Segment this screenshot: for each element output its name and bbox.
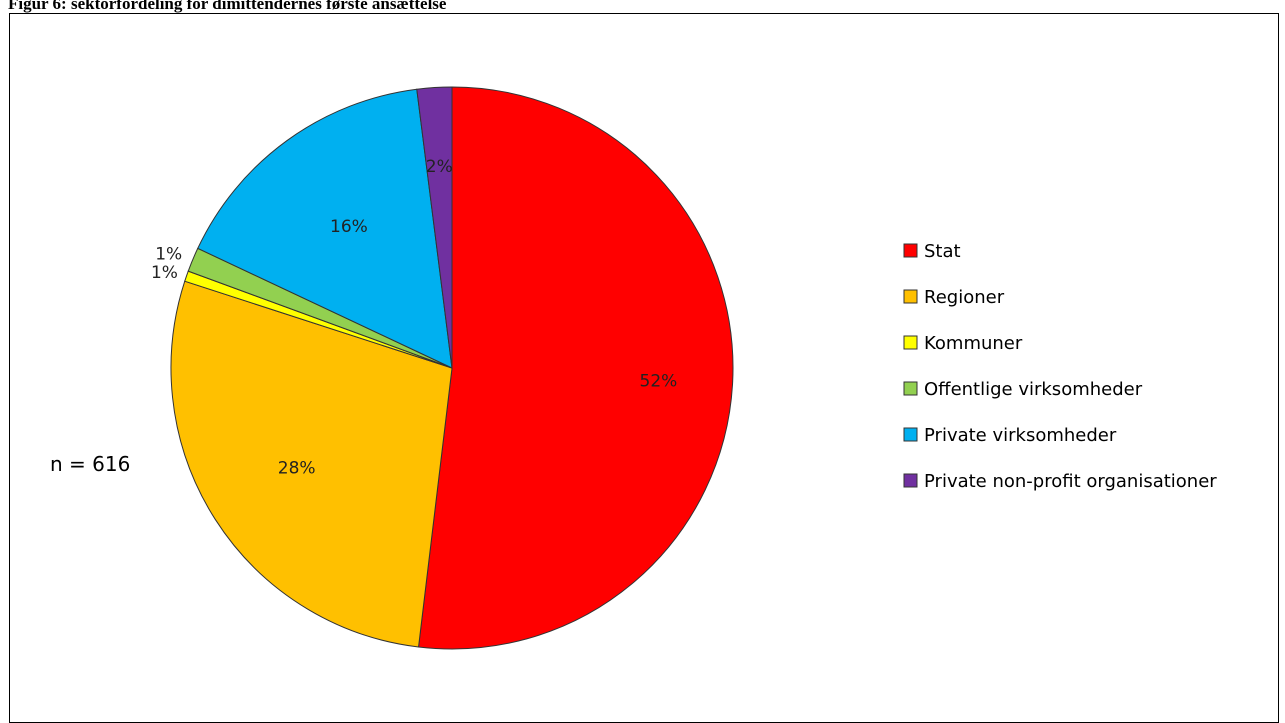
- pie-slice-private-virksomheder: [197, 88, 453, 369]
- data-label-regioner: 28%: [278, 458, 316, 478]
- legend-swatch-private-virksomheder: [903, 427, 918, 442]
- legend: Stat Regioner Kommuner Offentlige virksomhe…: [903, 241, 1217, 492]
- data-label-stat: 52%: [640, 371, 678, 391]
- legend-label-stat: Stat: [924, 241, 961, 262]
- data-label-private-virksomheder: 16%: [330, 217, 368, 237]
- figure-title: Figur 6: sektorfordeling for dimittender…: [8, 0, 447, 13]
- legend-label-regioner: Regioner: [924, 287, 1005, 308]
- legend-swatch-stat: [903, 243, 918, 258]
- legend-swatch-kommuner: [903, 335, 918, 350]
- legend-label-offentlige-virksomheder: Offentlige virksomheder: [924, 379, 1143, 400]
- legend-swatch-private-non-profit-organisationer: [903, 473, 918, 488]
- pie-slice-private-non-profit-organisationer: [416, 86, 453, 369]
- pie-slices: [170, 86, 734, 650]
- pie-slice-stat: [417, 86, 734, 650]
- sample-size-annotation: n = 616: [50, 452, 130, 476]
- legend-label-kommuner: Kommuner: [924, 333, 1023, 354]
- pie-slice-regioner: [170, 280, 453, 648]
- data-label-private-non-profit-organisationer: 2%: [426, 157, 453, 177]
- data-label-kommuner: 1%: [151, 263, 178, 283]
- data-label-offentlige-virksomheder: 1%: [155, 245, 182, 265]
- legend-swatch-offentlige-virksomheder: [903, 381, 918, 396]
- legend-swatch-regioner: [903, 289, 918, 304]
- legend-label-private-virksomheder: Private virksomheder: [924, 425, 1117, 446]
- legend-label-private-non-profit-organisationer: Private non-profit organisationer: [924, 471, 1217, 492]
- pie-data-labels: 52% 28% 1%1% 16% 2%: [151, 157, 677, 478]
